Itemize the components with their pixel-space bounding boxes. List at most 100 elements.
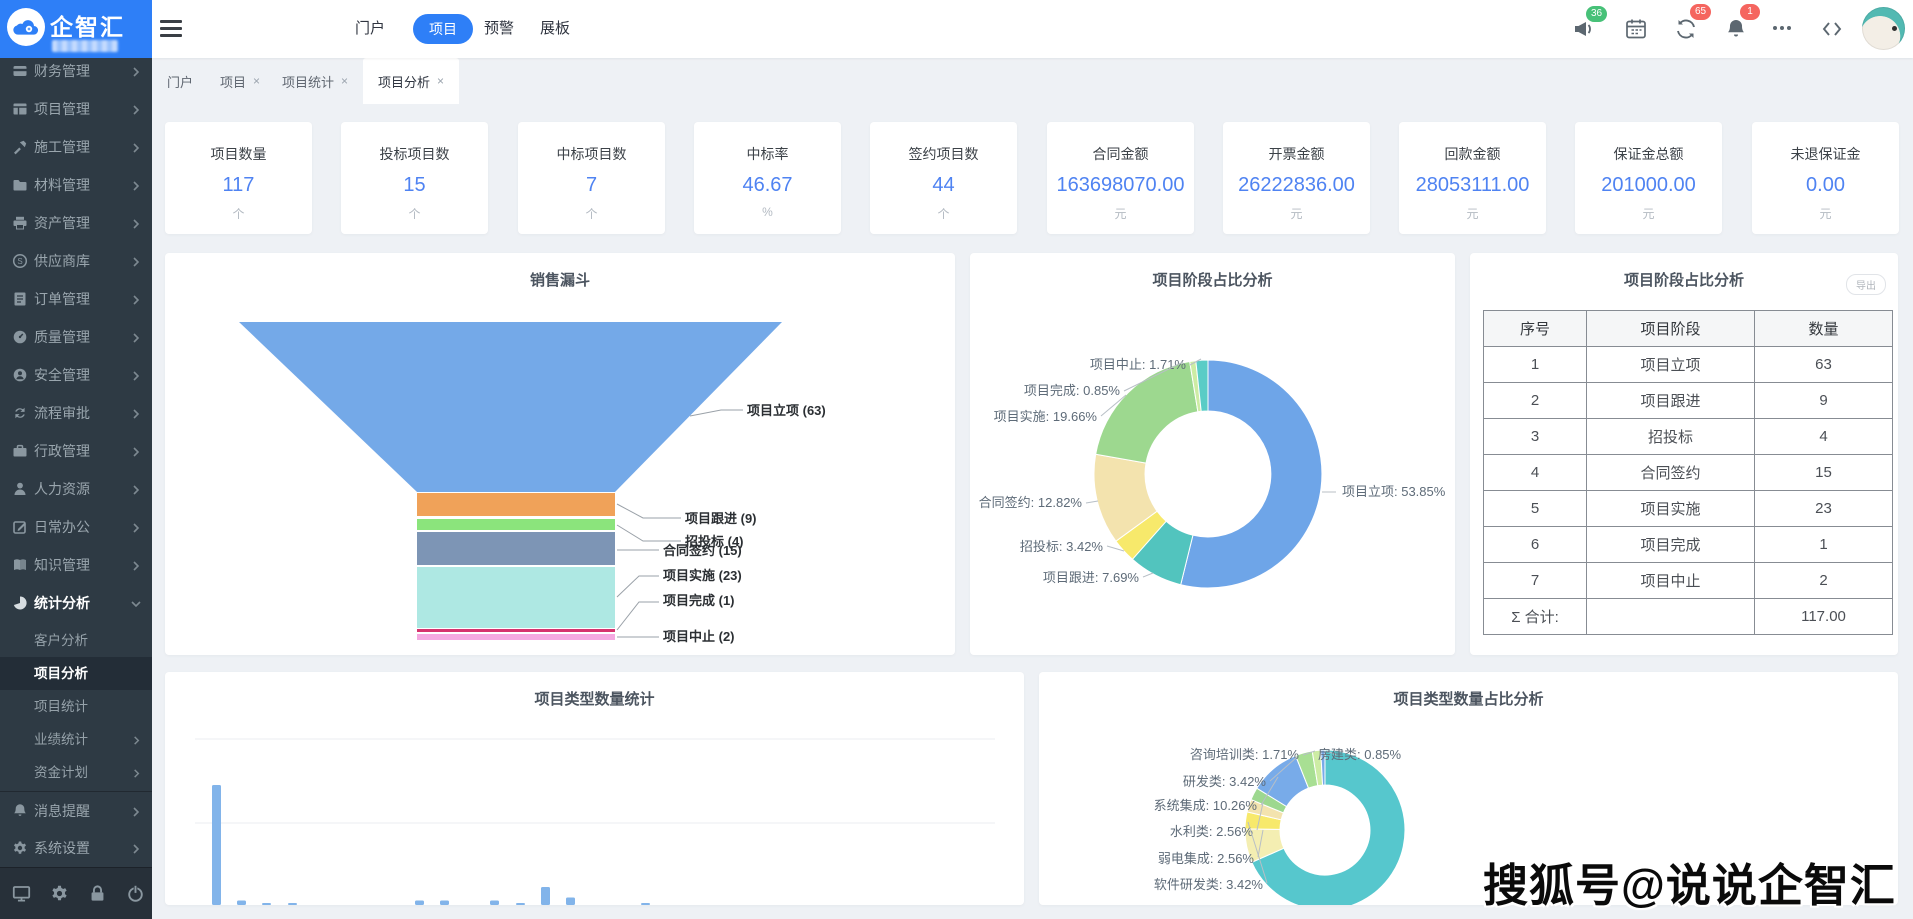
- type-bar-title: 项目类型数量统计: [534, 691, 655, 708]
- kpi-value: 163698070.00: [1056, 174, 1185, 196]
- kpi-value: 28053111.00: [1415, 174, 1530, 196]
- funnel-label: 项目中止 (2): [663, 629, 735, 644]
- sidebar-item-asset[interactable]: 资产管理: [0, 204, 152, 242]
- donut-label: 软件研发类: 3.42%: [1154, 877, 1264, 892]
- code-expand-icon[interactable]: [1820, 17, 1844, 41]
- tab-close-icon[interactable]: ×: [437, 74, 445, 88]
- sidebar-subitem-label: 项目分析: [34, 666, 88, 681]
- donut-label: 研发类: 3.42%: [1183, 774, 1267, 789]
- sidebar-item-order[interactable]: 订单管理: [0, 280, 152, 318]
- logo-block[interactable]: 企智汇: [0, 0, 152, 58]
- table-row: 7 项目中止 2: [1483, 562, 1893, 599]
- sidebar-item-label: 质量管理: [34, 329, 90, 345]
- kpi-unit: 元: [1819, 207, 1832, 221]
- sidebar-item-office[interactable]: 日常办公: [0, 508, 152, 546]
- sidebar-subitem[interactable]: 客户分析: [0, 624, 152, 657]
- announcement-icon[interactable]: [1572, 17, 1596, 41]
- kpi-card: 回款金额 28053111.00 元: [1399, 122, 1546, 234]
- funnel-chart-title: 销售漏斗: [529, 272, 590, 289]
- sidebar-subitem[interactable]: 项目统计: [0, 690, 152, 723]
- sidebar-subitem[interactable]: 项目分析: [0, 657, 152, 690]
- bell-icon[interactable]: [1724, 17, 1748, 41]
- table-header-row: 序号 项目阶段 数量: [1483, 310, 1893, 347]
- chevron-right-icon: [130, 141, 142, 153]
- monitor-icon[interactable]: [12, 884, 31, 903]
- funnel-label: 项目完成 (1): [663, 593, 735, 608]
- kpi-card: 中标项目数 7 个: [518, 122, 665, 234]
- sidebar-item-supplier[interactable]: S 供应商库: [0, 242, 152, 280]
- sync-badge: 65: [1690, 4, 1712, 20]
- hamburger-menu-icon[interactable]: [160, 20, 182, 37]
- funnel-label: 项目实施 (23): [663, 568, 742, 583]
- brand-name: 企智汇: [50, 14, 125, 40]
- kpi-card: 项目数量 117 个: [165, 122, 312, 234]
- funnel-label: 项目跟进 (9): [685, 511, 757, 526]
- donut-label: 水利类: 2.56%: [1170, 824, 1254, 839]
- sidebar-item-workflow[interactable]: 流程审批: [0, 394, 152, 432]
- sidebar-item-bell[interactable]: 消息提醒: [0, 791, 152, 830]
- tab-close-icon[interactable]: ×: [341, 74, 349, 88]
- sidebar-item-knowledge[interactable]: 知识管理: [0, 546, 152, 584]
- table-total-row: Σ 合计: 117.00: [1483, 598, 1893, 635]
- chevron-right-icon: [130, 407, 142, 419]
- avatar[interactable]: [1862, 7, 1905, 50]
- tab-item[interactable]: 门户: [167, 58, 193, 104]
- bell-badge: 1: [1740, 4, 1760, 20]
- donut-label: 系统集成: 10.26%: [1154, 798, 1258, 813]
- export-button[interactable]: 导出: [1846, 274, 1886, 295]
- tab-item[interactable]: 项目统计 ×: [282, 58, 348, 104]
- kpi-title: 项目数量: [210, 146, 267, 162]
- kpi-unit: 个: [937, 207, 950, 221]
- donut-label: 项目跟进: 7.69%: [1043, 570, 1140, 585]
- kpi-card: 签约项目数 44 个: [870, 122, 1017, 234]
- sidebar-subitem[interactable]: 业绩统计: [0, 723, 152, 756]
- sidebar-item-project[interactable]: 项目管理: [0, 90, 152, 128]
- top-nav-item[interactable]: 预警: [484, 20, 515, 37]
- top-nav-item[interactable]: 门户: [355, 20, 386, 37]
- settings-icon[interactable]: [50, 884, 69, 903]
- calendar-icon[interactable]: [1624, 17, 1648, 41]
- finance-icon: [12, 63, 28, 79]
- sidebar-item-admin[interactable]: 行政管理: [0, 432, 152, 470]
- table-row: 1 项目立项 63: [1483, 346, 1893, 383]
- kpi-title: 签约项目数: [908, 146, 979, 162]
- sidebar-item-finance[interactable]: 财务管理: [0, 52, 152, 90]
- table-cell: 5: [1483, 490, 1587, 527]
- safety-icon: [12, 367, 28, 383]
- donut-label: 弱电集成: 2.56%: [1158, 851, 1255, 866]
- sidebar-item-hr[interactable]: 人力资源: [0, 470, 152, 508]
- chevron-right-icon: [131, 734, 142, 745]
- kpi-card: 未退保证金 0.00 元: [1752, 122, 1899, 234]
- top-nav-item[interactable]: 展板: [540, 20, 571, 37]
- sidebar-item-label: 流程审批: [34, 405, 90, 421]
- sidebar-item-material[interactable]: 材料管理: [0, 166, 152, 204]
- power-icon[interactable]: [126, 884, 145, 903]
- more-icon[interactable]: [1770, 20, 1794, 44]
- tab-close-icon[interactable]: ×: [253, 74, 261, 88]
- sidebar-item-gear[interactable]: 系统设置: [0, 829, 152, 867]
- sidebar-item-safety[interactable]: 安全管理: [0, 356, 152, 394]
- stage-donut-chart: 项目中止: 1.71% 项目完成: 0.85% 项目实施: 19.66% 合同签约: …: [979, 357, 1446, 589]
- table-cell: 6: [1483, 526, 1587, 563]
- table-cell: 1: [1483, 346, 1587, 383]
- bar: [212, 785, 221, 905]
- sidebar-item-label: 材料管理: [34, 177, 90, 193]
- table-cell: 合同签约: [1586, 454, 1755, 491]
- sync-icon[interactable]: [1674, 17, 1698, 41]
- top-nav-active-item[interactable]: 项目: [413, 14, 473, 44]
- lock-icon[interactable]: [88, 884, 107, 903]
- sidebar-item-stats[interactable]: 统计分析: [0, 584, 152, 622]
- sidebar-item-construction[interactable]: 施工管理: [0, 128, 152, 166]
- tab-item[interactable]: 项目 ×: [220, 58, 260, 104]
- funnel-label: 项目立项 (63): [747, 403, 826, 418]
- sidebar-subitem[interactable]: 资金计划: [0, 756, 152, 789]
- sidebar-subitem-label: 客户分析: [34, 633, 88, 648]
- kpi-title: 保证金总额: [1613, 146, 1684, 162]
- tab-item[interactable]: 项目分析 ×: [363, 58, 460, 104]
- funnel-label: 合同签约 (15): [663, 543, 742, 558]
- chevron-right-icon: [130, 103, 142, 115]
- sidebar-item-quality[interactable]: 质量管理: [0, 318, 152, 356]
- donut-label: 项目完成: 0.85%: [1024, 383, 1121, 398]
- office-icon: [12, 519, 28, 535]
- sidebar-item-label: 财务管理: [34, 63, 90, 79]
